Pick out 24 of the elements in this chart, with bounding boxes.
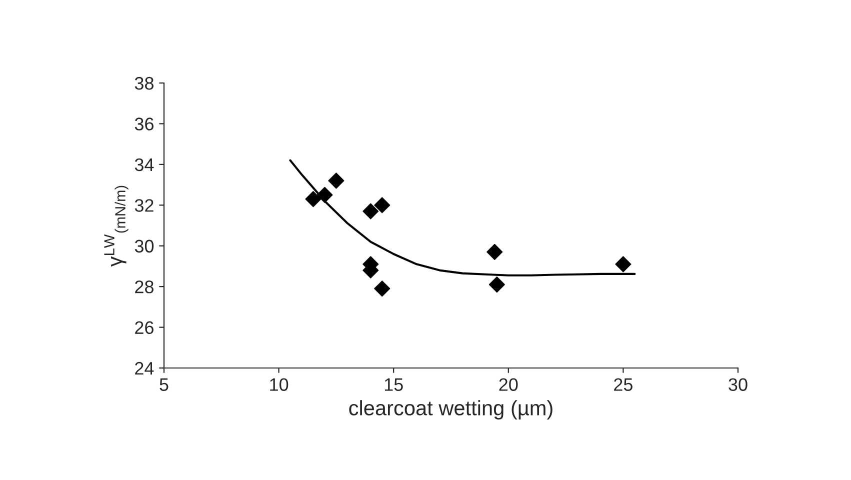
y-tick-label: 36	[134, 118, 154, 130]
y-tick-label: 26	[135, 321, 154, 334]
point	[374, 197, 390, 214]
point	[615, 256, 632, 272]
y-tick-label: 38	[134, 76, 154, 90]
x-tick-label: 25	[614, 378, 632, 391]
point	[305, 191, 322, 208]
y-tick-label: 32	[134, 199, 154, 212]
x-axis-title: clearcoat wetting (µm)	[349, 400, 552, 420]
point	[374, 280, 390, 297]
point	[362, 203, 379, 220]
x-tick-label: 30	[728, 378, 748, 391]
x-tick-label: 10	[270, 378, 288, 391]
y-tick-label: 34	[134, 158, 154, 172]
x-tick-label: 5	[160, 378, 168, 391]
point	[486, 244, 503, 260]
y-tick-label: 28	[135, 280, 154, 294]
point	[488, 276, 505, 293]
point	[328, 172, 344, 189]
x-tick-label: 20	[499, 378, 518, 391]
y-axis-title: γ$^{LW}$$_{(mN/m)}$	[104, 186, 128, 267]
x-tick-label: 15	[384, 378, 403, 391]
y-tick-label: 24	[135, 362, 154, 375]
y-tick-label: 30	[134, 240, 154, 253]
